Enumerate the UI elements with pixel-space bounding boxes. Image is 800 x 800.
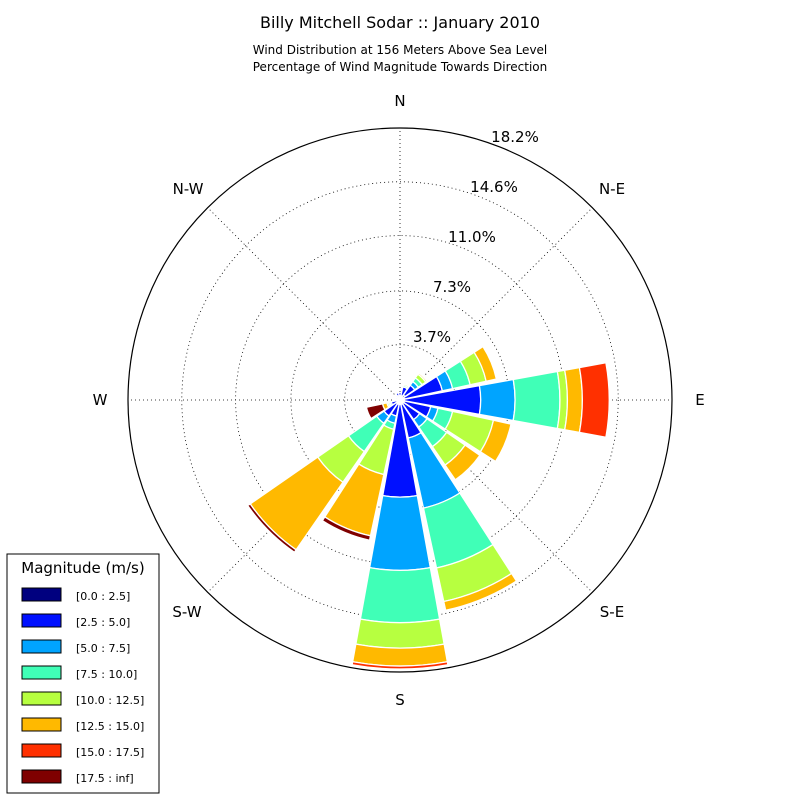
chart-title: Billy Mitchell Sodar :: January 2010 [260,13,540,32]
direction-label-n: N [394,92,405,110]
bar-dir-157.5-bin-5 [442,572,518,612]
ring-label-3: 11.0% [448,228,496,246]
ring-label-2: 7.3% [433,278,471,296]
legend-label-6: [15.0 : 17.5] [76,746,144,759]
bar-dir-90-bin-2 [478,378,516,422]
legend-swatch-3 [21,665,62,680]
direction-label-n-w: N-W [173,180,204,198]
legend-label-3: [7.5 : 10.0] [76,668,137,681]
outer-ring [127,127,673,673]
grid-ring-4 [181,181,619,619]
bar-dir-180-bin-4 [355,618,445,649]
ring-labels: 3.7% 7.3% 11.0% 14.6% 18.2% [413,128,539,346]
bar-dir-225-bin-7 [246,503,297,554]
legend-swatch-0 [21,587,62,602]
bar-dir-67.5-bin-5 [473,345,498,383]
legend-title: Magnitude (m/s) [21,559,144,577]
bar-dir-135-bin-5 [444,444,481,481]
bar-dir-90-bin-3 [512,370,561,430]
polar-frame [127,127,673,673]
ring-label-4: 14.6% [470,178,518,196]
legend-swatch-4 [21,691,62,706]
bar-dir-202.5-bin-7 [321,516,372,541]
bar-dir-112.5-bin-5 [479,419,512,463]
legend-label-2: [5.0 : 7.5] [76,642,130,655]
legend-swatch-1 [21,613,62,628]
direction-label-n-e: N-E [599,180,625,198]
direction-label-e: E [695,391,704,409]
windrose-bars [246,345,610,670]
legend-label-4: [10.0 : 12.5] [76,694,144,707]
bar-dir-247.5-bin-7 [365,403,386,420]
legend-swatch-2 [21,639,62,654]
direction-label-w: W [93,391,108,409]
legend-swatch-7 [21,769,62,784]
legend-items: [0.0 : 2.5] [2.5 : 5.0] [5.0 : 7.5] [7.5 : … [21,587,144,785]
direction-labels: N N-E E S-E S S-W W N-W [93,92,705,709]
bar-dir-45-bin-5 [416,372,428,384]
direction-label-s: S [395,691,405,709]
direction-label-s-w: S-W [172,603,201,621]
bar-dir-180-bin-3 [359,566,441,624]
legend-label-7: [17.5 : inf] [76,772,134,785]
chart-subtitle-line-1: Wind Distribution at 156 Meters Above Se… [253,43,548,57]
legend-swatch-6 [21,743,62,758]
ring-label-1: 3.7% [413,328,451,346]
legend: Magnitude (m/s) [0.0 : 2.5] [2.5 : 5.0] [5… [6,553,160,794]
ring-label-5: 18.2% [491,128,539,146]
legend-label-1: [2.5 : 5.0] [76,616,130,629]
legend-label-5: [12.5 : 15.0] [76,720,144,733]
bar-dir-180-bin-6 [351,661,449,670]
bar-dir-337.5-bin-1 [395,391,400,398]
legend-swatch-5 [21,717,62,732]
bar-dir-90-bin-6 [578,362,610,438]
direction-label-s-e: S-E [600,603,624,621]
legend-label-0: [0.0 : 2.5] [76,590,130,603]
grid-spoke-7 [207,207,401,401]
chart-subtitle-line-2: Percentage of Wind Magnitude Towards Dir… [253,60,547,74]
bar-dir-90-bin-5 [563,366,583,434]
